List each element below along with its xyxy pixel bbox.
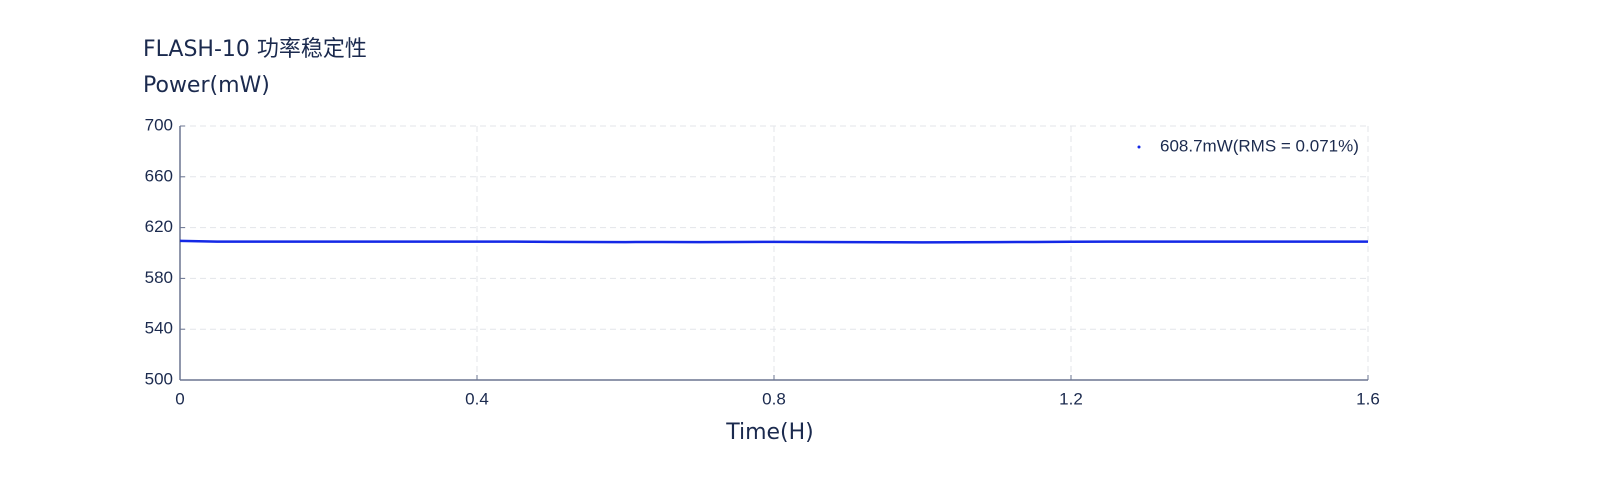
- x-tick-label: 1.6: [1356, 389, 1380, 408]
- y-tick-label: 620: [145, 217, 173, 236]
- x-tick-label: 1.2: [1059, 389, 1083, 408]
- legend-marker: [1137, 145, 1141, 149]
- chart-title: FLASH-10 功率稳定性: [143, 37, 367, 62]
- x-tick-label: 0.8: [762, 389, 786, 408]
- x-tick-label: 0.4: [465, 389, 489, 408]
- y-tick-label: 500: [145, 369, 173, 388]
- x-tick-label: 0: [175, 389, 184, 408]
- data-line: [179, 239, 1368, 244]
- y-axis-label: Power(mW): [143, 73, 270, 98]
- y-tick-label: 700: [145, 115, 173, 134]
- y-tick-label: 660: [145, 166, 173, 185]
- y-tick-label: 540: [145, 319, 173, 338]
- x-axis-label: Time(H): [725, 420, 814, 445]
- legend-label: 608.7mW(RMS = 0.071%): [1160, 136, 1359, 155]
- y-tick-label: 580: [145, 268, 173, 287]
